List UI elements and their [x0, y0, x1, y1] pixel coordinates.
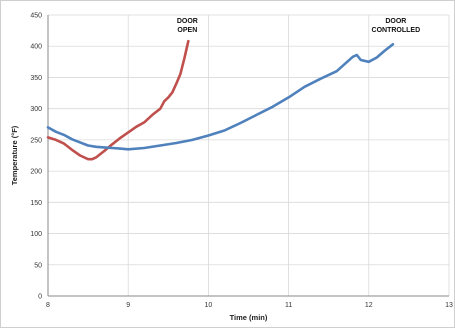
y-tick-label: 0	[38, 294, 42, 301]
labels: Time (min) Temperature (°F) DOOR OPEN DOOR…	[10, 18, 420, 322]
series-annotation: OPEN	[177, 27, 197, 34]
series-lines	[46, 39, 395, 161]
x-axis-label: Time (min)	[230, 313, 268, 322]
series-line-0	[46, 39, 190, 161]
y-tick-label: 300	[30, 106, 42, 113]
y-tick-label: 400	[30, 44, 42, 51]
x-tick-label: 11	[285, 302, 292, 309]
x-tick-label: 9	[126, 302, 130, 309]
y-tick-label: 350	[30, 75, 42, 82]
x-tick-label: 10	[205, 302, 213, 309]
y-tick-label: 150	[30, 200, 42, 207]
x-tick-label: 13	[445, 302, 453, 309]
y-axis-label: Temperature (°F)	[10, 125, 19, 185]
axes: 0 50 100 150 200 250 300 350 400 450 8 9 10 11 12 13	[30, 13, 453, 310]
series-annotation: DOOR	[177, 18, 198, 25]
y-tick-label: 50	[34, 262, 42, 269]
series-line-1	[46, 43, 395, 151]
gridlines	[48, 14, 450, 296]
y-tick-label: 100	[30, 231, 42, 238]
series-annotation: CONTROLLED	[372, 27, 421, 34]
y-tick-label: 250	[30, 137, 42, 144]
x-tick-label: 12	[365, 302, 373, 309]
y-tick-label: 450	[30, 13, 42, 20]
y-tick-label: 200	[30, 169, 42, 176]
x-tick-label: 8	[46, 302, 50, 309]
series-annotation: DOOR	[385, 18, 406, 25]
